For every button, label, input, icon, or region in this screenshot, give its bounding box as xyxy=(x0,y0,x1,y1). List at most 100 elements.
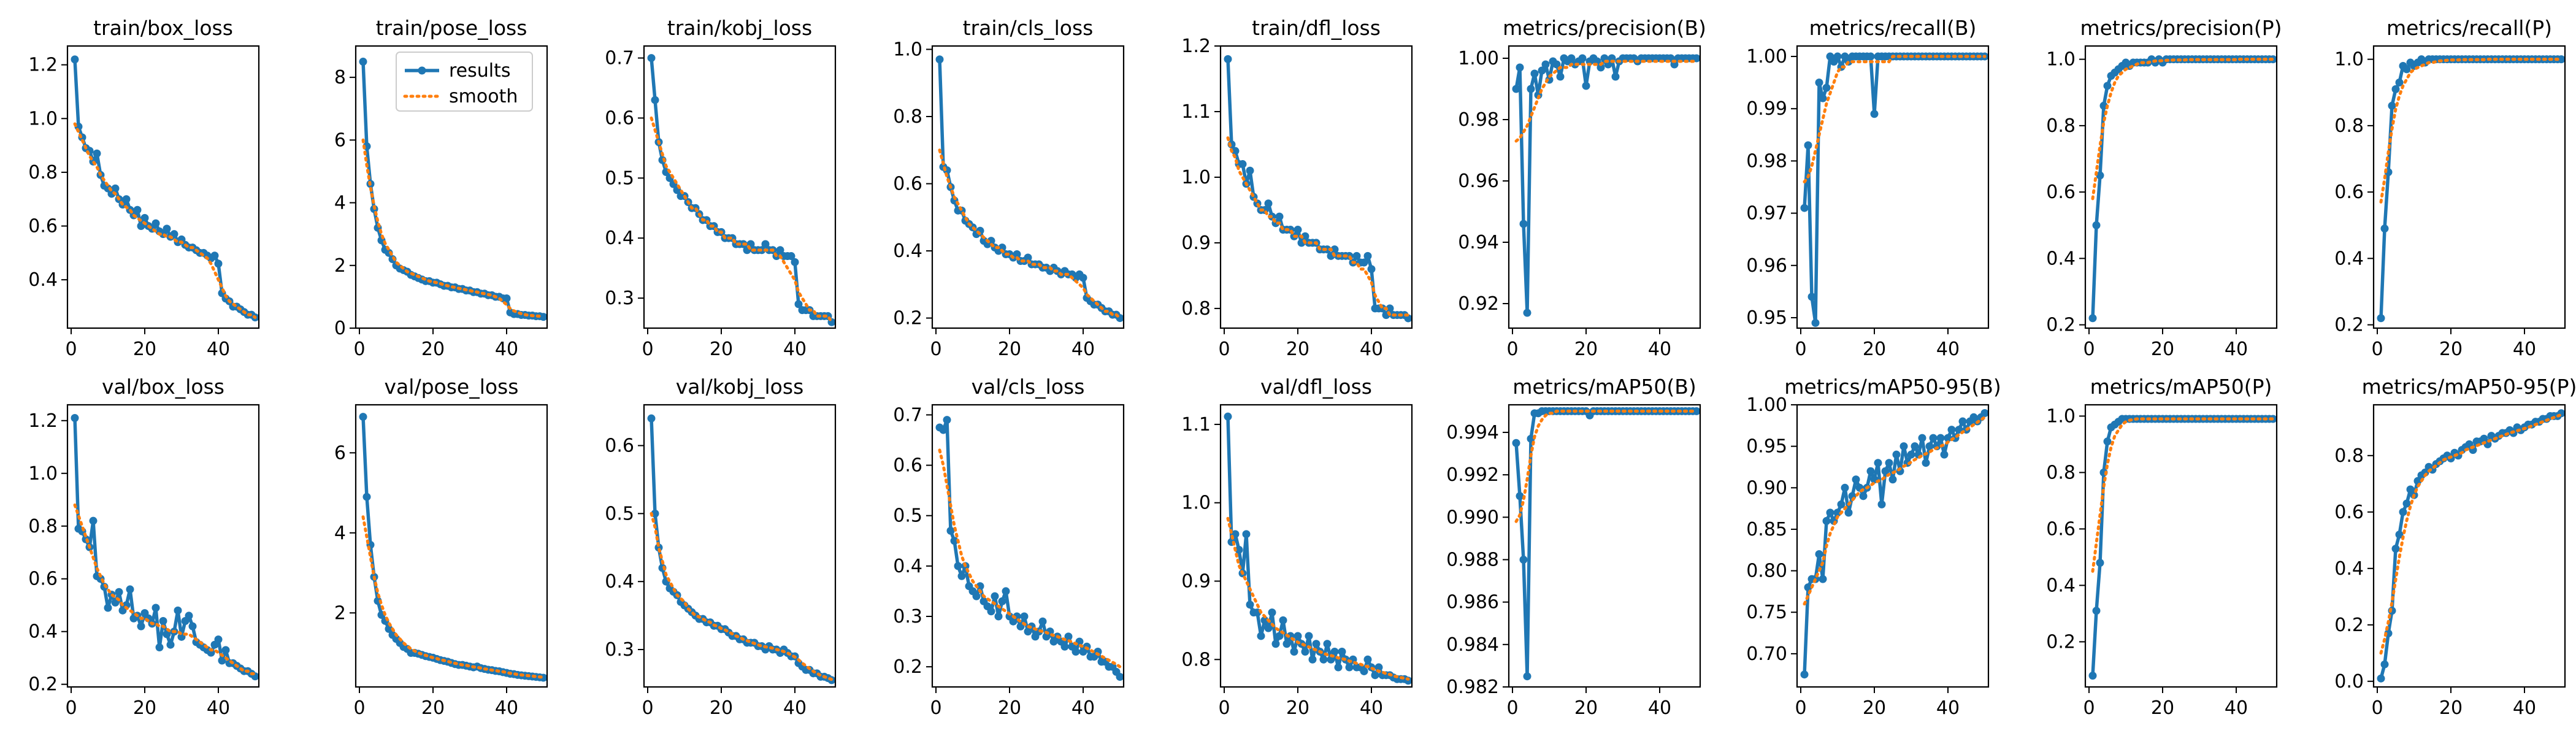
smooth-line xyxy=(2091,417,2275,573)
axes-frame xyxy=(2372,45,2566,329)
axes-frame xyxy=(66,404,260,688)
x-tick-label: 0 xyxy=(2371,339,2383,360)
x-tick-label: 0 xyxy=(2083,339,2095,360)
results-point xyxy=(1874,459,1882,467)
x-tick-label: 0 xyxy=(1218,697,1230,719)
results-point xyxy=(1282,640,1291,648)
results-point xyxy=(1024,253,1032,262)
x-tick-label: 40 xyxy=(495,339,518,360)
results-point xyxy=(1271,640,1280,648)
y-tick-label: 1.0 xyxy=(1181,493,1211,514)
results-point xyxy=(214,259,223,268)
results-point xyxy=(1859,492,1868,500)
results-point xyxy=(1888,475,1897,484)
results-point xyxy=(1064,632,1073,641)
subplot-val-cls-loss: val/cls_loss 0 20 40 0.2 0.3 0.4 0.5 0.6 0.7 xyxy=(893,375,1125,719)
y-tick-label: 0.2 xyxy=(893,308,922,329)
results-point xyxy=(987,607,995,616)
results-point xyxy=(1238,160,1247,169)
results-point xyxy=(1837,500,1846,508)
y-tick-label: 0.4 xyxy=(2334,248,2364,269)
y-tick-label: 0.982 xyxy=(1446,677,1499,698)
plot-area xyxy=(2377,409,2565,683)
results-point xyxy=(991,592,999,600)
results-point xyxy=(1519,220,1528,228)
subplot-title: val/box_loss xyxy=(102,375,224,399)
results-point xyxy=(122,195,131,204)
y-tick-label: 0.992 xyxy=(1446,464,1499,486)
axes-frame xyxy=(1219,45,1413,329)
subplot-title: train/dfl_loss xyxy=(1252,16,1381,40)
results-point xyxy=(163,224,171,233)
plot-area xyxy=(1512,54,1700,317)
smooth-line xyxy=(1226,516,1410,681)
x-tick-label: 20 xyxy=(1574,339,1598,360)
results-point xyxy=(2395,79,2404,87)
plot-area xyxy=(647,414,835,684)
y-tick-label: 0.8 xyxy=(2334,445,2364,467)
results-point xyxy=(133,205,142,214)
y-tick-label: 0.99 xyxy=(1746,98,1787,120)
results-point xyxy=(1224,55,1232,63)
legend: results smooth xyxy=(396,52,533,112)
results-point xyxy=(1800,670,1809,679)
results-point xyxy=(166,640,175,649)
axes-frame xyxy=(1796,404,1990,688)
y-tick-label: 0.4 xyxy=(2334,558,2364,580)
plot-area xyxy=(2377,55,2565,323)
results-point xyxy=(1360,667,1368,675)
results-point xyxy=(1530,69,1539,78)
y-tick-label: 0.988 xyxy=(1446,549,1499,570)
plot-area xyxy=(935,416,1124,681)
results-point xyxy=(1319,655,1328,664)
results-point xyxy=(791,258,799,266)
subplot-metrics-recall-p: metrics/recall(P) 0 20 40 0.2 0.4 0.6 0.8 1.0 xyxy=(2334,16,2566,360)
results-point xyxy=(1516,63,1524,72)
y-tick-label: 0.4 xyxy=(893,240,922,262)
y-tick-label: 2 xyxy=(334,255,346,277)
subplot-title: val/cls_loss xyxy=(972,375,1085,399)
plot-area xyxy=(71,55,259,321)
results-point xyxy=(1819,94,1827,102)
axes-frame xyxy=(1508,404,1701,688)
y-tick-label: 0.6 xyxy=(28,569,58,590)
results-point xyxy=(1578,54,1587,63)
y-tick-label: 0.8 xyxy=(1181,298,1211,320)
results-point xyxy=(111,184,120,193)
results-point xyxy=(1822,516,1831,525)
subplot-train-pose-loss: train/pose_loss 0 20 40 0 2 4 6 8 results smooth xyxy=(334,16,548,360)
x-tick-label: 0 xyxy=(1795,339,1806,360)
y-tick-label: 0.90 xyxy=(1746,477,1787,499)
axes-frame xyxy=(1508,45,1701,329)
results-point xyxy=(2088,672,2097,680)
results-point xyxy=(71,413,79,422)
plot-area xyxy=(1224,412,1412,685)
results-point xyxy=(954,562,962,570)
results-point xyxy=(2377,674,2385,683)
x-tick-label: 20 xyxy=(421,339,445,360)
y-tick-label: 1.2 xyxy=(28,55,58,76)
subplot-val-pose-loss: val/pose_loss 0 20 40 2 4 6 xyxy=(334,375,548,719)
x-tick-label: 20 xyxy=(2439,697,2463,719)
subplot-title: metrics/mAP50-95(B) xyxy=(1784,375,2001,399)
plot-area xyxy=(935,55,1124,323)
results-point xyxy=(1330,648,1339,656)
results-point xyxy=(2557,55,2565,64)
subplot-metrics-map50-95-b: metrics/mAP50-95(B) 0 20 40 0.70 0.75 0.80 0.85… xyxy=(1746,375,2001,719)
x-tick-label: 20 xyxy=(2439,339,2463,360)
axes-frame xyxy=(2084,404,2278,688)
y-tick-label: 0.7 xyxy=(605,48,634,69)
x-tick-label: 40 xyxy=(783,697,807,719)
plot-area xyxy=(1800,409,1988,679)
results-point xyxy=(1224,412,1232,421)
results-point xyxy=(1811,318,1820,327)
results-point xyxy=(214,635,223,644)
plot-area xyxy=(647,54,835,326)
y-tick-label: 0.95 xyxy=(1746,436,1787,458)
x-tick-label: 40 xyxy=(207,339,230,360)
results-point xyxy=(1980,409,1988,418)
results-point xyxy=(1246,600,1254,609)
x-tick-label: 0 xyxy=(65,697,77,719)
subplot-val-box-loss: val/box_loss 0 20 40 0.2 0.4 0.6 0.8 1.0 1.2 xyxy=(28,375,260,719)
